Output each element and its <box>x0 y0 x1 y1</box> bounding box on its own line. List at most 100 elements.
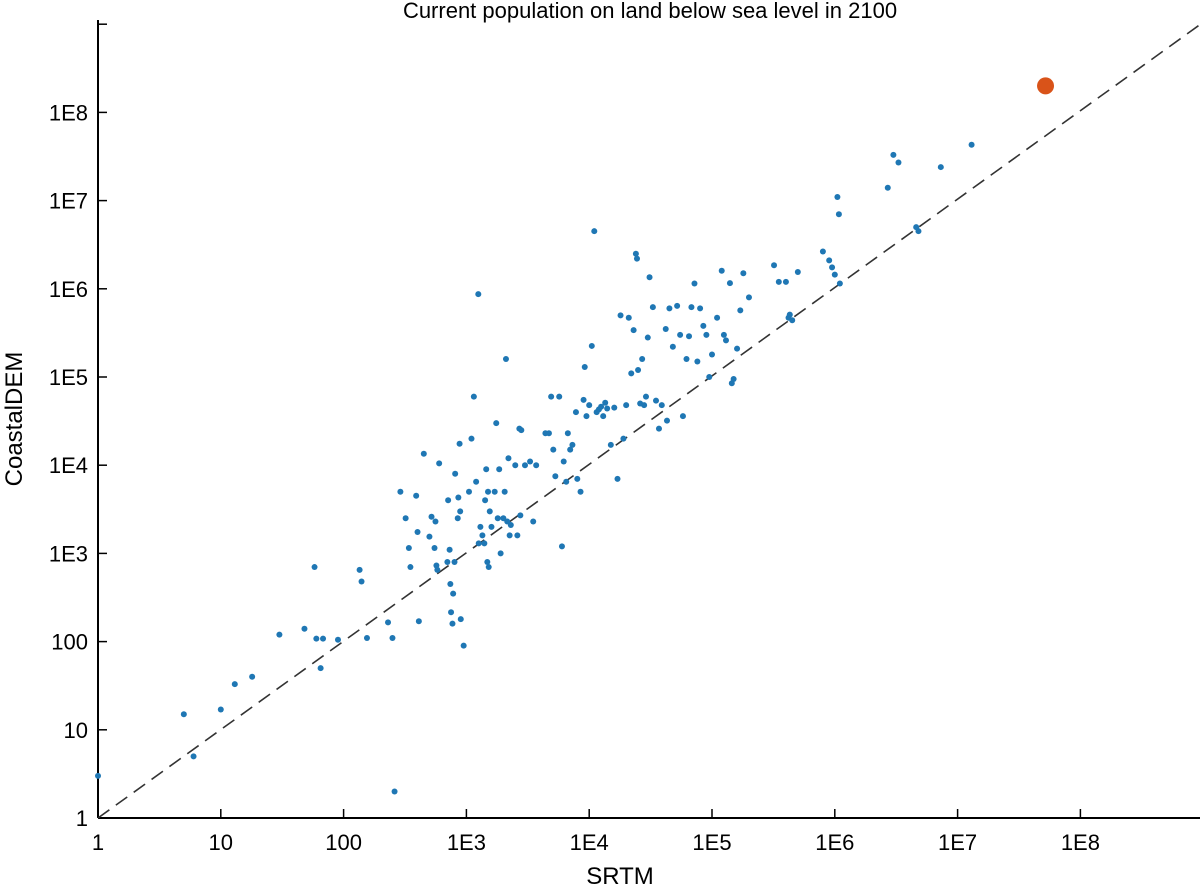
data-point <box>517 512 524 519</box>
data-point <box>452 470 459 477</box>
data-point <box>231 681 238 688</box>
x-tick-label: 10 <box>209 830 233 855</box>
data-point <box>737 307 744 314</box>
data-point <box>734 345 741 352</box>
data-point <box>915 228 922 235</box>
data-point <box>569 441 576 448</box>
data-point <box>432 518 439 525</box>
data-point <box>836 280 843 287</box>
data-point <box>574 475 581 482</box>
data-point <box>527 458 534 465</box>
y-tick-label: 1E8 <box>49 100 88 125</box>
data-point <box>700 322 707 329</box>
data-point <box>436 460 443 467</box>
data-point <box>475 540 482 547</box>
data-point <box>556 393 563 400</box>
data-point <box>311 564 318 571</box>
data-point <box>505 455 512 462</box>
data-point <box>663 417 670 424</box>
axes <box>97 20 1200 819</box>
data-point <box>488 523 495 530</box>
data-point <box>313 635 320 642</box>
data-point <box>649 304 656 311</box>
data-point <box>449 620 456 627</box>
data-point <box>521 462 528 469</box>
data-point <box>604 405 611 412</box>
x-tick-label: 1E6 <box>815 830 854 855</box>
data-point <box>415 618 422 625</box>
data-point <box>730 375 737 382</box>
data-point <box>217 706 224 713</box>
data-point <box>789 317 796 324</box>
data-point <box>694 358 701 365</box>
x-tick-label: 1E5 <box>692 830 731 855</box>
data-point <box>413 492 420 499</box>
data-point <box>600 413 607 420</box>
data-point <box>426 533 433 540</box>
data-point <box>190 753 197 760</box>
data-point <box>662 326 669 333</box>
data-point <box>633 255 640 262</box>
data-point <box>686 333 693 340</box>
x-tick-label: 1E7 <box>938 830 977 855</box>
data-point <box>598 403 605 410</box>
data-point <box>446 546 453 553</box>
y-tick-label: 1E3 <box>49 541 88 566</box>
data-point <box>591 228 598 235</box>
data-point <box>639 355 646 362</box>
data-point <box>617 312 624 319</box>
data-point <box>697 305 704 312</box>
data-point <box>623 402 630 409</box>
data-point <box>771 262 778 269</box>
data-point <box>577 488 584 495</box>
data-point <box>890 151 897 158</box>
data-point <box>502 355 509 362</box>
data-point <box>740 270 747 277</box>
data-point <box>320 635 327 642</box>
data-point <box>722 337 729 344</box>
data-point <box>444 558 451 565</box>
y-tick-label: 1E5 <box>49 365 88 390</box>
data-point <box>726 280 733 287</box>
data-point <box>586 402 593 409</box>
y-tick-label: 100 <box>51 630 88 655</box>
data-point <box>782 278 789 285</box>
data-point <box>968 141 975 148</box>
data-point <box>580 396 587 403</box>
data-point <box>402 515 409 522</box>
data-point <box>385 619 392 626</box>
data-point <box>691 280 698 287</box>
data-point <box>653 397 660 404</box>
y-tick-label: 1E6 <box>49 277 88 302</box>
data-point <box>491 488 498 495</box>
data-point <box>95 772 101 779</box>
data-point <box>552 473 559 480</box>
data-point <box>794 269 801 276</box>
x-tick-label: 1E8 <box>1061 830 1100 855</box>
data-point <box>567 446 574 453</box>
y-axis-title: CoastalDEM <box>1 352 28 487</box>
data-point <box>486 508 493 515</box>
data-point <box>709 351 715 358</box>
data-point <box>473 478 480 485</box>
data-point <box>468 435 475 442</box>
data-point <box>363 634 370 641</box>
data-point <box>666 305 673 312</box>
data-point <box>276 631 283 638</box>
data-point <box>457 616 464 623</box>
data-point <box>518 427 525 434</box>
x-tick-label: 1 <box>92 830 104 855</box>
data-point <box>496 466 503 473</box>
data-point <box>720 331 727 338</box>
data-point <box>632 250 639 257</box>
data-point <box>448 609 455 616</box>
data-point <box>456 440 463 447</box>
data-point <box>334 636 341 643</box>
data-point <box>614 475 621 482</box>
data-point <box>628 370 635 377</box>
data-point <box>428 513 435 520</box>
data-point <box>445 497 452 504</box>
data-point <box>460 642 467 649</box>
data-point <box>895 159 902 166</box>
y-tick-label: 10 <box>64 718 88 743</box>
